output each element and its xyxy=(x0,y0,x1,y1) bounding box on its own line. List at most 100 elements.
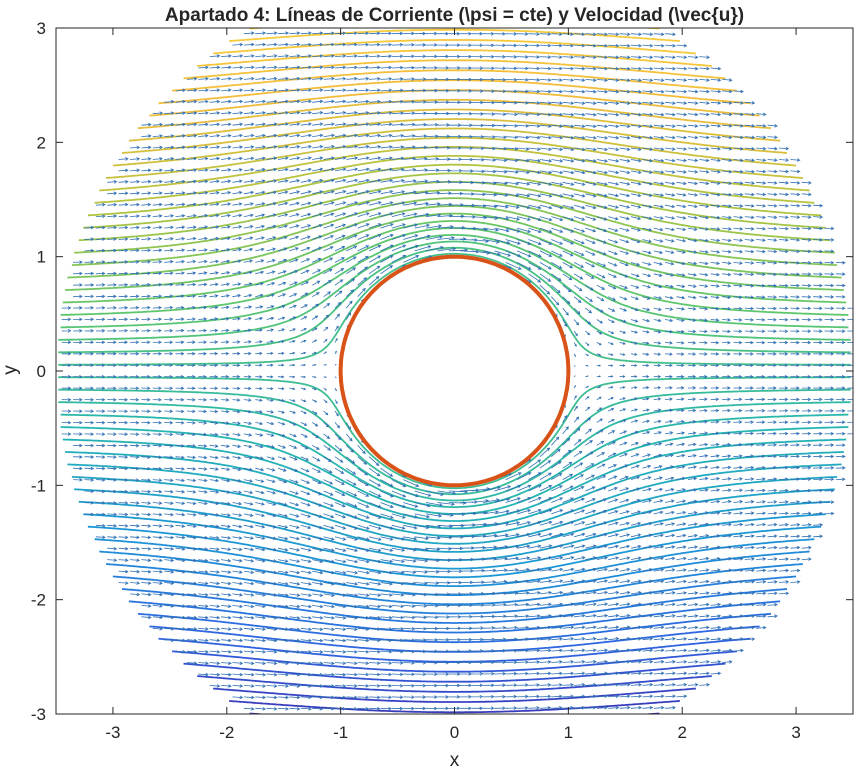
velocity-arrow xyxy=(574,614,586,618)
velocity-arrow xyxy=(710,215,721,220)
velocity-arrow xyxy=(403,179,417,183)
velocity-arrow xyxy=(380,570,394,575)
velocity-arrow xyxy=(653,273,663,277)
velocity-arrow xyxy=(813,203,824,208)
velocity-arrow xyxy=(209,684,221,688)
velocity-arrow xyxy=(414,683,427,688)
velocity-arrow xyxy=(744,158,756,162)
velocity-arrow xyxy=(665,352,673,356)
velocity-arrow xyxy=(494,556,508,561)
velocity-arrow xyxy=(141,409,151,414)
velocity-arrow xyxy=(84,386,95,390)
velocity-arrow xyxy=(505,204,520,209)
velocity-arrow xyxy=(687,648,699,653)
velocity-arrow xyxy=(744,340,754,345)
velocity-arrow xyxy=(687,261,698,266)
velocity-arrow xyxy=(505,193,520,198)
velocity-arrow xyxy=(323,235,334,240)
velocity-arrow xyxy=(767,477,778,481)
velocity-arrow xyxy=(687,522,698,527)
velocity-arrow xyxy=(414,156,428,161)
velocity-arrow xyxy=(653,442,663,446)
velocity-arrow xyxy=(642,135,654,140)
velocity-arrow xyxy=(630,430,639,435)
velocity-arrow xyxy=(118,386,129,391)
velocity-arrow xyxy=(277,42,290,47)
velocity-arrow xyxy=(175,478,186,483)
velocity-arrow xyxy=(346,456,356,464)
velocity-arrow xyxy=(505,484,522,492)
velocity-arrow xyxy=(676,419,685,424)
velocity-arrow xyxy=(277,201,289,206)
velocity-arrow xyxy=(107,214,118,218)
velocity-arrow xyxy=(744,181,755,185)
velocity-arrow xyxy=(653,89,665,94)
velocity-arrow xyxy=(824,306,835,311)
velocity-arrow xyxy=(619,694,631,699)
velocity-arrow xyxy=(653,112,665,117)
velocity-arrow xyxy=(380,42,393,47)
velocity-arrow xyxy=(585,353,589,357)
velocity-arrow xyxy=(778,203,789,208)
velocity-arrow xyxy=(722,340,731,345)
velocity-arrow xyxy=(266,433,275,437)
velocity-arrow xyxy=(665,408,674,413)
velocity-arrow xyxy=(141,466,151,471)
velocity-arrow xyxy=(630,112,642,117)
velocity-arrow xyxy=(676,112,688,117)
velocity-arrow xyxy=(221,145,232,149)
velocity-arrow xyxy=(221,593,232,597)
velocity-arrow xyxy=(528,544,542,549)
velocity-arrow xyxy=(585,428,593,435)
velocity-arrow xyxy=(266,502,277,506)
velocity-arrow xyxy=(608,660,620,664)
velocity-arrow xyxy=(744,261,755,265)
velocity-arrow xyxy=(494,123,507,128)
velocity-arrow xyxy=(767,135,778,139)
velocity-arrow xyxy=(346,479,357,486)
velocity-arrow xyxy=(346,467,357,475)
velocity-arrow xyxy=(323,570,335,575)
velocity-arrow xyxy=(334,268,345,275)
velocity-arrow xyxy=(665,55,676,59)
velocity-arrow xyxy=(300,638,312,643)
velocity-arrow xyxy=(232,695,244,700)
velocity-arrow xyxy=(653,408,662,412)
velocity-arrow xyxy=(391,490,407,498)
velocity-arrow xyxy=(277,410,285,414)
velocity-arrow xyxy=(608,66,620,71)
velocity-arrow xyxy=(277,145,289,149)
velocity-arrow xyxy=(573,227,586,233)
velocity-arrow xyxy=(403,234,419,240)
velocity-arrow xyxy=(573,284,583,292)
velocity-arrow xyxy=(186,570,198,574)
velocity-arrow xyxy=(835,283,846,288)
velocity-arrow xyxy=(710,318,720,322)
velocity-arrow xyxy=(334,570,347,575)
velocity-arrow xyxy=(767,306,777,311)
velocity-arrow xyxy=(539,227,553,233)
velocity-arrow xyxy=(608,135,620,140)
velocity-arrow xyxy=(608,112,620,117)
velocity-arrow xyxy=(311,444,320,450)
velocity-arrow xyxy=(608,430,616,435)
velocity-arrow xyxy=(733,101,744,105)
velocity-arrow xyxy=(198,236,208,241)
velocity-arrow xyxy=(505,124,519,128)
velocity-arrow xyxy=(596,683,609,687)
velocity-arrow xyxy=(608,307,616,312)
velocity-arrow xyxy=(266,467,276,472)
velocity-arrow xyxy=(722,637,733,641)
velocity-arrow xyxy=(676,683,688,687)
velocity-arrow xyxy=(722,477,732,481)
velocity-arrow xyxy=(164,592,175,597)
velocity-arrow xyxy=(517,521,531,526)
velocity-arrow xyxy=(619,464,629,469)
velocity-arrow xyxy=(756,192,767,197)
velocity-arrow xyxy=(323,257,334,263)
velocity-arrow xyxy=(710,169,721,174)
velocity-arrow xyxy=(733,306,743,311)
velocity-arrow xyxy=(61,432,72,436)
velocity-arrow xyxy=(232,444,242,449)
velocity-arrow xyxy=(403,524,418,530)
